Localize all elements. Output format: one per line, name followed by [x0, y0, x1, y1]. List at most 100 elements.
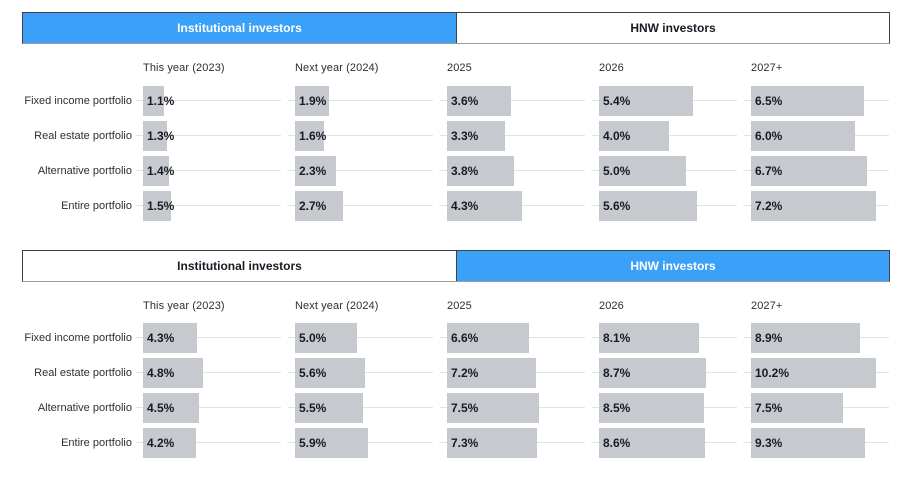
chart-cell: 8.1% [592, 323, 737, 353]
bar-value-label: 5.6% [603, 199, 631, 213]
value-bar [143, 121, 167, 151]
bar-value-label: 10.2% [755, 366, 790, 380]
value-bar [447, 358, 536, 388]
value-bar [295, 358, 365, 388]
bar-value-label: 8.7% [603, 366, 631, 380]
value-bar [295, 191, 343, 221]
column-header: This year (2023) [143, 62, 225, 74]
tab-hnw-investors[interactable]: HNW investors [456, 251, 889, 281]
row-label: Entire portfolio [61, 437, 132, 449]
tab-hnw-investors[interactable]: HNW investors [456, 13, 889, 43]
bar-value-label: 1.1% [147, 94, 175, 108]
bar-value-label: 7.5% [451, 401, 479, 415]
value-bar [447, 428, 537, 458]
chart-cell: 7.3% [440, 428, 585, 458]
chart-cell: 6.6% [440, 323, 585, 353]
bar-value-label: 3.6% [451, 94, 479, 108]
bar-value-label: 4.2% [147, 436, 175, 450]
chart-cell: 7.5% [744, 393, 889, 423]
bar-value-label: 8.9% [755, 331, 783, 345]
chart-cell: 8.9% [744, 323, 889, 353]
value-bar [599, 428, 705, 458]
value-bar [599, 156, 686, 186]
value-bar [751, 191, 876, 221]
chart-cell: 6.7% [744, 156, 889, 186]
bar-value-label: 1.5% [147, 199, 175, 213]
bar-value-label: 4.3% [451, 199, 479, 213]
value-bar [599, 86, 693, 116]
column-header: Next year (2024) [295, 300, 379, 312]
chart-cell: 4.3% [136, 323, 281, 353]
bar-track-line [136, 372, 281, 373]
bar-value-label: 4.8% [147, 366, 175, 380]
chart-cell: 1.9% [288, 86, 433, 116]
value-bar [447, 156, 514, 186]
tab-institutional-investors[interactable]: Institutional investors [177, 259, 302, 273]
chart-cell: 8.6% [592, 428, 737, 458]
bar-track-line [440, 100, 585, 101]
bar-track-line [136, 170, 281, 171]
chart-cell: 4.8% [136, 358, 281, 388]
bar-track-line [288, 337, 433, 338]
value-bar [751, 156, 867, 186]
tab-institutional-investors[interactable]: Institutional investors [23, 13, 456, 43]
value-bar [751, 323, 860, 353]
value-bar [447, 121, 505, 151]
chart-cell: 1.6% [288, 121, 433, 151]
bar-value-label: 3.3% [451, 129, 479, 143]
value-bar [751, 393, 843, 423]
value-bar [599, 358, 706, 388]
bar-value-label: 2.7% [299, 199, 327, 213]
chart-cell: 1.3% [136, 121, 281, 151]
bar-value-label: 5.9% [299, 436, 327, 450]
row-label: Fixed income portfolio [24, 95, 132, 107]
chart-cell: 5.5% [288, 393, 433, 423]
chart-cell: 6.0% [744, 121, 889, 151]
bar-value-label: 1.4% [147, 164, 175, 178]
bar-track-line [136, 100, 281, 101]
bar-value-label: 6.0% [755, 129, 783, 143]
column-header: 2026 [599, 300, 624, 312]
value-bar [295, 156, 336, 186]
bar-track-line [288, 135, 433, 136]
chart-cell: 7.5% [440, 393, 585, 423]
bar-value-label: 1.6% [299, 129, 327, 143]
column-header: Next year (2024) [295, 62, 379, 74]
value-bar [599, 393, 704, 423]
chart-cell: 5.6% [592, 191, 737, 221]
value-bar [295, 121, 324, 151]
bar-value-label: 5.0% [603, 164, 631, 178]
column-header: 2025 [447, 62, 472, 74]
bar-value-label: 1.9% [299, 94, 327, 108]
value-bar [447, 86, 511, 116]
bar-track-line [136, 337, 281, 338]
value-bar [143, 86, 164, 116]
chart-cell: 1.5% [136, 191, 281, 221]
row-label: Entire portfolio [61, 200, 132, 212]
value-bar [599, 191, 697, 221]
chart-cell: 6.5% [744, 86, 889, 116]
bar-value-label: 4.3% [147, 331, 175, 345]
bar-value-label: 8.1% [603, 331, 631, 345]
chart-cell: 5.6% [288, 358, 433, 388]
row-label: Fixed income portfolio [24, 332, 132, 344]
chart-cell: 4.5% [136, 393, 281, 423]
value-bar [143, 323, 197, 353]
column-header: This year (2023) [143, 300, 225, 312]
value-bar [295, 428, 368, 458]
tab-bar: Institutional investors HNW investors [22, 250, 890, 282]
chart-cell: 8.5% [592, 393, 737, 423]
tab-bar: Institutional investors HNW investors [22, 12, 890, 44]
chart-cell: 7.2% [744, 191, 889, 221]
value-bar [599, 121, 669, 151]
bar-value-label: 5.5% [299, 401, 327, 415]
value-bar [447, 191, 522, 221]
chart-cell: 10.2% [744, 358, 889, 388]
row-label: Real estate portfolio [34, 367, 132, 379]
bar-value-label: 8.6% [603, 436, 631, 450]
chart-cell: 7.2% [440, 358, 585, 388]
bar-track-line [136, 205, 281, 206]
